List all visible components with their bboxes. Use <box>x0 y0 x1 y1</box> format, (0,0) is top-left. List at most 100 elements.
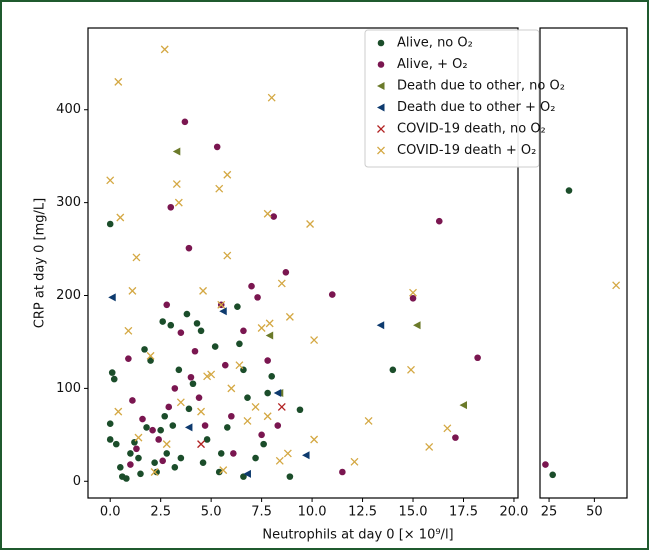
point <box>328 291 336 298</box>
point <box>474 354 481 362</box>
point <box>183 310 191 318</box>
point <box>185 405 193 413</box>
point <box>207 370 216 379</box>
point <box>163 301 171 309</box>
point <box>565 187 573 194</box>
point <box>234 303 241 310</box>
point <box>172 147 181 156</box>
point <box>213 143 221 151</box>
point <box>174 198 183 207</box>
point <box>163 450 171 457</box>
point <box>157 426 164 434</box>
point <box>235 361 244 370</box>
point <box>132 253 141 262</box>
point <box>150 468 159 476</box>
point <box>167 321 175 329</box>
point <box>236 340 243 348</box>
point <box>177 329 185 336</box>
x-tick-label: 25 <box>541 505 558 520</box>
point <box>128 286 137 295</box>
point <box>181 118 189 126</box>
point <box>413 321 421 330</box>
point <box>162 440 171 449</box>
point <box>302 451 310 460</box>
point <box>257 324 266 332</box>
point <box>435 217 443 225</box>
point <box>199 459 207 467</box>
point <box>274 422 282 429</box>
point <box>124 326 133 335</box>
legend-label: COVID-19 death, no O₂ <box>397 122 546 137</box>
point <box>195 394 203 401</box>
point <box>310 435 319 444</box>
point <box>228 412 235 420</box>
y-tick-label: 200 <box>56 288 81 303</box>
legend-marker <box>377 146 385 155</box>
point <box>407 365 415 374</box>
point <box>277 279 286 288</box>
point <box>283 449 292 458</box>
point <box>549 471 556 479</box>
x-axis-label: Neutrophils at day 0 [× 10⁹/l] <box>262 528 453 543</box>
point <box>167 203 175 211</box>
x-tick-label: 0.0 <box>100 505 121 520</box>
point <box>171 385 179 392</box>
point <box>240 327 247 335</box>
point <box>211 343 219 350</box>
y-tick-label: 0 <box>73 474 81 489</box>
point <box>106 220 114 228</box>
x-tick-label: 12.5 <box>348 505 377 520</box>
point <box>117 464 124 471</box>
point <box>275 456 284 465</box>
point <box>296 406 304 414</box>
point <box>248 282 255 290</box>
point <box>263 412 272 421</box>
point <box>273 389 282 398</box>
point <box>277 403 286 411</box>
point <box>199 286 208 295</box>
point <box>264 357 271 364</box>
legend-marker <box>377 82 385 90</box>
point <box>409 288 417 297</box>
point <box>251 403 260 411</box>
point <box>123 475 130 482</box>
point <box>268 373 276 380</box>
point <box>137 470 144 478</box>
point <box>285 312 294 321</box>
point <box>153 468 160 476</box>
y-tick-label: 300 <box>56 195 81 210</box>
legend-label: Alive, + O₂ <box>397 57 468 72</box>
point <box>177 454 185 462</box>
point <box>409 294 417 302</box>
point <box>125 355 132 362</box>
point <box>258 431 265 439</box>
point <box>143 424 150 431</box>
point <box>263 209 272 218</box>
legend-marker <box>377 39 385 47</box>
point <box>240 473 247 480</box>
x-tick-label: 10.0 <box>298 505 327 520</box>
point <box>201 422 209 429</box>
point <box>116 213 125 222</box>
point <box>339 468 346 476</box>
point <box>134 433 143 442</box>
point <box>197 327 205 335</box>
point <box>217 300 226 309</box>
point <box>282 268 290 276</box>
plot-frame <box>539 27 628 499</box>
point <box>267 93 276 102</box>
point <box>114 407 123 416</box>
point <box>265 319 274 328</box>
point <box>425 442 434 451</box>
point <box>171 464 179 471</box>
legend-marker <box>377 61 385 68</box>
x-tick-label: 2.5 <box>150 505 171 520</box>
point <box>219 466 228 475</box>
point <box>147 357 154 364</box>
point <box>203 372 212 381</box>
y-tick-label: 400 <box>56 102 81 117</box>
point <box>197 407 206 416</box>
y-tick-label: 100 <box>56 381 81 396</box>
